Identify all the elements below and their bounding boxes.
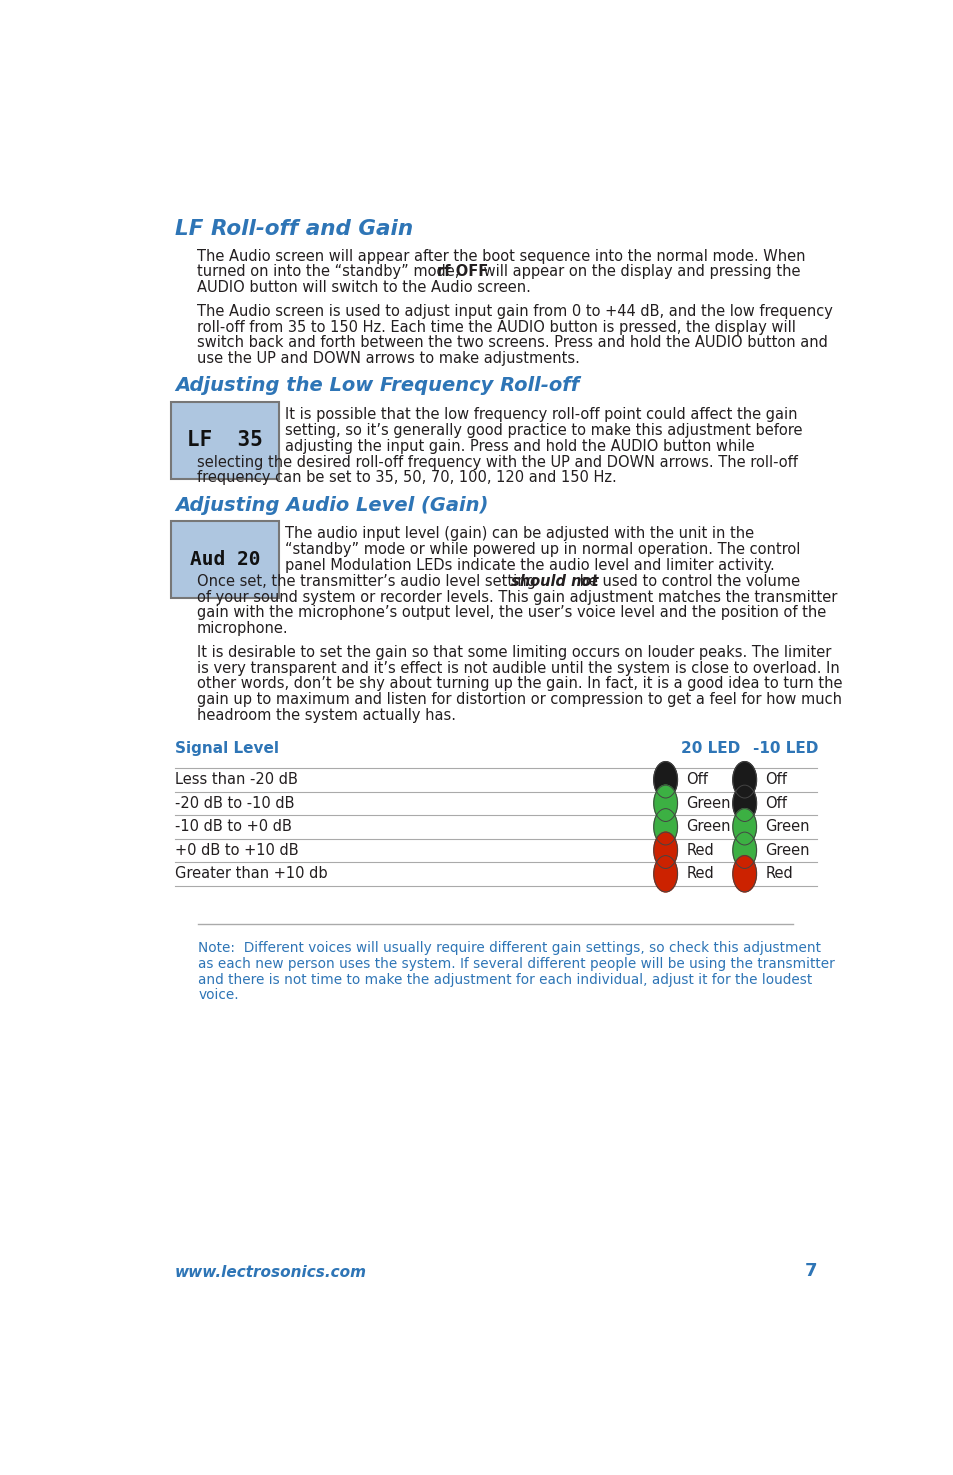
Circle shape <box>653 785 677 822</box>
Text: Green: Green <box>685 819 730 835</box>
Text: Off: Off <box>764 796 786 811</box>
Text: Off: Off <box>685 773 707 788</box>
Text: www.lectrosonics.com: www.lectrosonics.com <box>174 1266 367 1280</box>
Text: setting, so it’s generally good practice to make this adjustment before: setting, so it’s generally good practice… <box>285 423 801 438</box>
Text: Aud 20: Aud 20 <box>190 550 260 569</box>
Text: 20 LED: 20 LED <box>680 740 740 757</box>
Circle shape <box>653 808 677 845</box>
Text: roll-off from 35 to 150 Hz. Each time the AUDIO button is pressed, the display w: roll-off from 35 to 150 Hz. Each time th… <box>196 320 795 335</box>
Text: It is possible that the low frequency roll-off point could affect the gain: It is possible that the low frequency ro… <box>285 407 797 422</box>
Text: as each new person uses the system. If several different people will be using th: as each new person uses the system. If s… <box>198 957 834 971</box>
Text: The Audio screen is used to adjust input gain from 0 to +44 dB, and the low freq: The Audio screen is used to adjust input… <box>196 304 832 319</box>
Text: Signal Level: Signal Level <box>174 740 279 757</box>
Text: other words, don’t be shy about turning up the gain. In fact, it is a good idea : other words, don’t be shy about turning … <box>196 677 841 692</box>
FancyBboxPatch shape <box>172 521 278 597</box>
Text: microphone.: microphone. <box>196 621 288 636</box>
Text: -10 LED: -10 LED <box>753 740 818 757</box>
Text: be used to control the volume: be used to control the volume <box>575 574 800 589</box>
Text: -10 dB to +0 dB: -10 dB to +0 dB <box>174 819 292 835</box>
Text: is very transparent and it’s effect is not audible until the system is close to : is very transparent and it’s effect is n… <box>196 661 839 676</box>
Circle shape <box>653 855 677 892</box>
Text: “standby” mode or while powered up in normal operation. The control: “standby” mode or while powered up in no… <box>285 543 800 558</box>
Text: adjusting the input gain. Press and hold the AUDIO button while: adjusting the input gain. Press and hold… <box>285 440 754 454</box>
Text: selecting the desired roll-off frequency with the UP and DOWN arrows. The roll-o: selecting the desired roll-off frequency… <box>196 454 797 469</box>
Circle shape <box>653 832 677 869</box>
FancyBboxPatch shape <box>172 401 278 479</box>
Text: Note:  Different voices will usually require different gain settings, so check t: Note: Different voices will usually requ… <box>198 941 821 954</box>
Text: +0 dB to +10 dB: +0 dB to +10 dB <box>174 842 298 858</box>
Text: turned on into the “standby” mode,: turned on into the “standby” mode, <box>196 264 463 279</box>
Text: LF Roll-off and Gain: LF Roll-off and Gain <box>174 220 413 239</box>
Text: of your sound system or recorder levels. This gain adjustment matches the transm: of your sound system or recorder levels.… <box>196 590 836 605</box>
Text: Green: Green <box>764 819 809 835</box>
Text: gain with the microphone’s output level, the user’s voice level and the position: gain with the microphone’s output level,… <box>196 605 825 621</box>
Circle shape <box>653 761 677 798</box>
Text: headroom the system actually has.: headroom the system actually has. <box>196 708 456 723</box>
Text: Adjusting the Low Frequency Roll-off: Adjusting the Low Frequency Roll-off <box>174 376 578 395</box>
Text: LF  35: LF 35 <box>187 431 263 450</box>
Text: Red: Red <box>764 866 792 881</box>
Text: AUDIO button will switch to the Audio screen.: AUDIO button will switch to the Audio sc… <box>196 280 530 295</box>
Text: Off: Off <box>764 773 786 788</box>
Text: The Audio screen will appear after the boot sequence into the normal mode. When: The Audio screen will appear after the b… <box>196 249 804 264</box>
Circle shape <box>732 761 756 798</box>
Text: Green: Green <box>764 842 809 858</box>
Text: voice.: voice. <box>198 988 238 1003</box>
Text: Greater than +10 db: Greater than +10 db <box>174 866 327 881</box>
Text: frequency can be set to 35, 50, 70, 100, 120 and 150 Hz.: frequency can be set to 35, 50, 70, 100,… <box>196 471 616 485</box>
Text: Once set, the transmitter’s audio level setting: Once set, the transmitter’s audio level … <box>196 574 539 589</box>
Text: Less than -20 dB: Less than -20 dB <box>174 773 297 788</box>
Text: Red: Red <box>685 842 714 858</box>
Text: Red: Red <box>685 866 714 881</box>
Circle shape <box>732 855 756 892</box>
Circle shape <box>732 808 756 845</box>
Text: Adjusting Audio Level (Gain): Adjusting Audio Level (Gain) <box>174 496 488 515</box>
Text: rf OFF: rf OFF <box>436 264 488 279</box>
Text: It is desirable to set the gain so that some limiting occurs on louder peaks. Th: It is desirable to set the gain so that … <box>196 645 830 659</box>
Text: Green: Green <box>685 796 730 811</box>
Circle shape <box>732 785 756 822</box>
Text: panel Modulation LEDs indicate the audio level and limiter activity.: panel Modulation LEDs indicate the audio… <box>285 558 774 572</box>
Text: will appear on the display and pressing the: will appear on the display and pressing … <box>478 264 800 279</box>
Circle shape <box>732 832 756 869</box>
Text: use the UP and DOWN arrows to make adjustments.: use the UP and DOWN arrows to make adjus… <box>196 351 579 366</box>
Text: The audio input level (gain) can be adjusted with the unit in the: The audio input level (gain) can be adju… <box>285 527 754 541</box>
Text: 7: 7 <box>803 1263 816 1280</box>
Text: switch back and forth between the two screens. Press and hold the AUDIO button a: switch back and forth between the two sc… <box>196 335 827 351</box>
Text: should not: should not <box>511 574 598 589</box>
Text: -20 dB to -10 dB: -20 dB to -10 dB <box>174 796 294 811</box>
Text: gain up to maximum and listen for distortion or compression to get a feel for ho: gain up to maximum and listen for distor… <box>196 692 841 707</box>
Text: and there is not time to make the adjustment for each individual, adjust it for : and there is not time to make the adjust… <box>198 972 812 987</box>
